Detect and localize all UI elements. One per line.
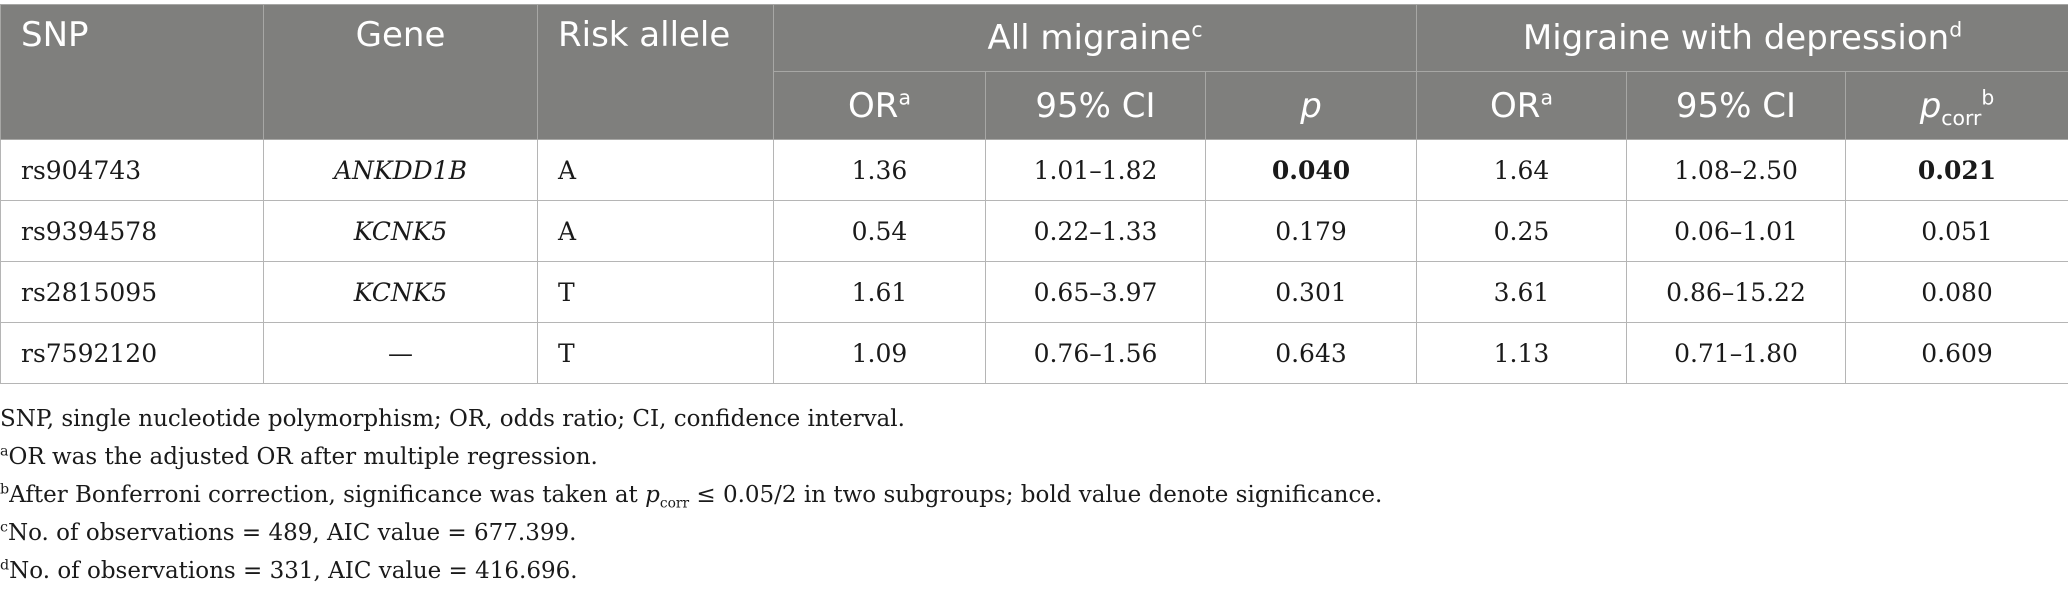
table-row: rs2815095 KCNK5 T 1.61 0.65–3.97 0.301 3… <box>1 262 2068 323</box>
cell-snp: rs9394578 <box>1 201 264 262</box>
cell-ci-all: 0.22–1.33 <box>986 201 1206 262</box>
cell-ci-all: 0.76–1.56 <box>986 323 1206 384</box>
header-risk-allele: Risk allele <box>538 5 774 140</box>
cell-or-all: 0.54 <box>774 201 986 262</box>
cell-or-dep: 0.25 <box>1417 201 1627 262</box>
cell-gene: KCNK5 <box>264 262 538 323</box>
cell-ci-dep: 1.08–2.50 <box>1627 140 1846 201</box>
table-footnotes: SNP, single nucleotide polymorphism; OR,… <box>0 400 2068 590</box>
cell-ci-dep: 0.71–1.80 <box>1627 323 1846 384</box>
cell-allele: A <box>538 201 774 262</box>
cell-or-all: 1.36 <box>774 140 986 201</box>
cell-ci-dep: 0.86–15.22 <box>1627 262 1846 323</box>
cell-p-all: 0.301 <box>1206 262 1417 323</box>
footnote-abbreviations: SNP, single nucleotide polymorphism; OR,… <box>0 400 2068 438</box>
cell-gene: — <box>264 323 538 384</box>
cell-snp: rs2815095 <box>1 262 264 323</box>
cell-allele: T <box>538 262 774 323</box>
cell-pcorr-dep: 0.080 <box>1846 262 2068 323</box>
footnote-b: bAfter Bonferroni correction, significan… <box>0 476 2068 514</box>
header-row-top: SNP Gene Risk allele All migrainec Migra… <box>1 5 2068 72</box>
cell-pcorr-dep: 0.021 <box>1846 140 2068 201</box>
cell-p-all: 0.040 <box>1206 140 1417 201</box>
footnote-d: dNo. of observations = 331, AIC value = … <box>0 552 2068 590</box>
results-table-container: SNP Gene Risk allele All migrainec Migra… <box>0 4 2068 384</box>
header-ci-all: 95% CI <box>986 72 1206 140</box>
table-row: rs904743 ANKDD1B A 1.36 1.01–1.82 0.040 … <box>1 140 2068 201</box>
cell-gene: ANKDD1B <box>264 140 538 201</box>
header-snp: SNP <box>1 5 264 140</box>
results-table: SNP Gene Risk allele All migrainec Migra… <box>0 4 2068 384</box>
cell-gene: KCNK5 <box>264 201 538 262</box>
header-gene: Gene <box>264 5 538 140</box>
header-all-migraine: All migrainec <box>774 5 1417 72</box>
cell-or-dep: 1.64 <box>1417 140 1627 201</box>
cell-allele: A <box>538 140 774 201</box>
cell-p-all: 0.179 <box>1206 201 1417 262</box>
table-row: rs9394578 KCNK5 A 0.54 0.22–1.33 0.179 0… <box>1 201 2068 262</box>
cell-or-all: 1.61 <box>774 262 986 323</box>
cell-pcorr-dep: 0.609 <box>1846 323 2068 384</box>
header-ci-dep: 95% CI <box>1627 72 1846 140</box>
header-or-all: ORa <box>774 72 986 140</box>
header-or-dep: ORa <box>1417 72 1627 140</box>
cell-ci-all: 0.65–3.97 <box>986 262 1206 323</box>
cell-or-all: 1.09 <box>774 323 986 384</box>
cell-or-dep: 1.13 <box>1417 323 1627 384</box>
header-pcorr-dep: pcorrb <box>1846 72 2068 140</box>
cell-ci-all: 1.01–1.82 <box>986 140 1206 201</box>
footnote-a: aOR was the adjusted OR after multiple r… <box>0 438 2068 476</box>
header-migraine-with-depression: Migraine with depressiond <box>1417 5 2068 72</box>
cell-or-dep: 3.61 <box>1417 262 1627 323</box>
cell-snp: rs904743 <box>1 140 264 201</box>
cell-allele: T <box>538 323 774 384</box>
header-p-all: p <box>1206 72 1417 140</box>
cell-pcorr-dep: 0.051 <box>1846 201 2068 262</box>
cell-p-all: 0.643 <box>1206 323 1417 384</box>
cell-ci-dep: 0.06–1.01 <box>1627 201 1846 262</box>
cell-snp: rs7592120 <box>1 323 264 384</box>
table-row: rs7592120 — T 1.09 0.76–1.56 0.643 1.13 … <box>1 323 2068 384</box>
footnote-c: cNo. of observations = 489, AIC value = … <box>0 514 2068 552</box>
